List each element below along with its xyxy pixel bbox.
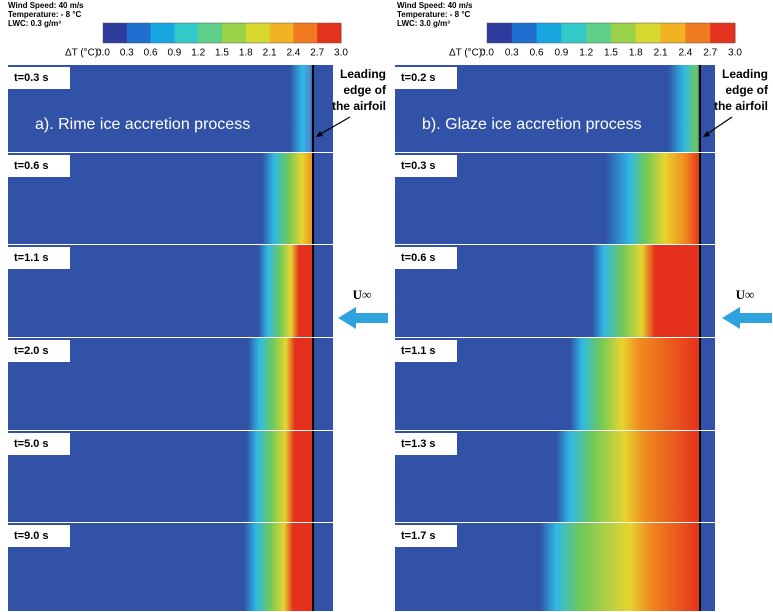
panel-title: b). Glaze ice accretion process [422, 116, 642, 133]
flow-label: U∞ [353, 287, 372, 302]
colorbar-tick: 2.7 [703, 48, 717, 59]
frame-outside [313, 338, 333, 430]
annotation: edge of [725, 83, 769, 97]
time-label: t=0.6 s [401, 252, 436, 264]
condition: LWC: 3.0 g/m³ [397, 19, 450, 28]
time-label: t=0.3 s [401, 160, 436, 172]
colorbar-tick: 1.2 [579, 48, 593, 59]
frame-outside [700, 431, 715, 522]
colorbar-tick: 2.1 [654, 48, 668, 59]
frame-outside [700, 153, 715, 244]
frame-outside [313, 245, 333, 337]
colorbar-tick: 2.4 [678, 48, 692, 59]
time-label: t=2.0 s [14, 345, 49, 357]
colorbar-step [611, 23, 636, 43]
figure: Wind Speed: 40 m/sTemperature: - 8 °CLWC… [0, 0, 773, 612]
colorbar-tick: 0.3 [120, 48, 134, 59]
condition: Wind Speed: 40 m/s [8, 1, 84, 10]
frame-outside [700, 338, 715, 430]
annotation: the airfoil [332, 99, 386, 113]
colorbar-tick: 3.0 [728, 48, 742, 59]
colorbar-tick: 2.4 [286, 48, 300, 59]
colorbar-tick: 0.6 [530, 48, 544, 59]
time-label: t=0.6 s [14, 160, 49, 172]
frame-outside [313, 431, 333, 522]
colorbar-step [222, 23, 246, 43]
condition: Temperature: - 8 °C [397, 10, 471, 19]
colorbar-tick: 0.0 [480, 48, 494, 59]
colorbar-tick: 1.8 [629, 48, 643, 59]
frame-outside [313, 65, 333, 152]
frame-outside [313, 153, 333, 244]
colorbar-step [151, 23, 175, 43]
colorbar-step [586, 23, 611, 43]
colorbar-tick: 0.9 [554, 48, 568, 59]
time-label: t=1.3 s [401, 438, 436, 450]
colorbar-step [270, 23, 294, 43]
time-label: t=0.2 s [401, 72, 436, 84]
frame-outside [700, 245, 715, 337]
colorbar-tick: 0.0 [96, 48, 110, 59]
colorbar-step [636, 23, 661, 43]
colorbar-step [661, 23, 686, 43]
colorbar-tick: 2.7 [310, 48, 324, 59]
colorbar-tick: 1.8 [239, 48, 253, 59]
colorbar-tick: 0.9 [167, 48, 181, 59]
flow-arrow [722, 307, 772, 329]
time-label: t=1.1 s [14, 252, 49, 264]
colorbar-tick: 1.2 [191, 48, 205, 59]
annotation: Leading [722, 67, 768, 81]
colorbar-tick: 3.0 [334, 48, 348, 59]
frame-outside [313, 523, 333, 611]
flow-label: U∞ [736, 287, 755, 302]
condition: LWC: 0.3 g/m³ [8, 19, 61, 28]
colorbar-step [487, 23, 512, 43]
colorbar-step [317, 23, 341, 43]
colorbar-tick: 1.5 [604, 48, 618, 59]
time-label: t=0.3 s [14, 72, 49, 84]
colorbar-step [127, 23, 151, 43]
frame-outside [700, 523, 715, 611]
panel-title: a). Rime ice accretion process [35, 116, 250, 133]
colorbar-tick: 2.1 [263, 48, 277, 59]
colorbar-step [537, 23, 562, 43]
time-label: t=1.1 s [401, 345, 436, 357]
colorbar-tick: 0.6 [144, 48, 158, 59]
flow-arrow [338, 307, 388, 329]
colorbar-step [174, 23, 198, 43]
colorbar-step [246, 23, 270, 43]
colorbar-step [293, 23, 317, 43]
time-label: t=5.0 s [14, 438, 49, 450]
annotation: Leading [340, 67, 386, 81]
colorbar-step [198, 23, 222, 43]
colorbar-tick: 1.5 [215, 48, 229, 59]
colorbar-step [561, 23, 586, 43]
time-label: t=1.7 s [401, 530, 436, 542]
frame-outside [700, 65, 715, 152]
time-label: t=9.0 s [14, 530, 49, 542]
colorbar-step [685, 23, 710, 43]
colorbar-step [103, 23, 127, 43]
annotation: edge of [343, 83, 387, 97]
condition: Temperature: - 8 °C [8, 10, 82, 19]
colorbar-step [512, 23, 537, 43]
colorbar-step [710, 23, 735, 43]
annotation: the airfoil [714, 99, 768, 113]
condition: Wind Speed: 40 m/s [397, 1, 473, 10]
colorbar-tick: 0.3 [505, 48, 519, 59]
